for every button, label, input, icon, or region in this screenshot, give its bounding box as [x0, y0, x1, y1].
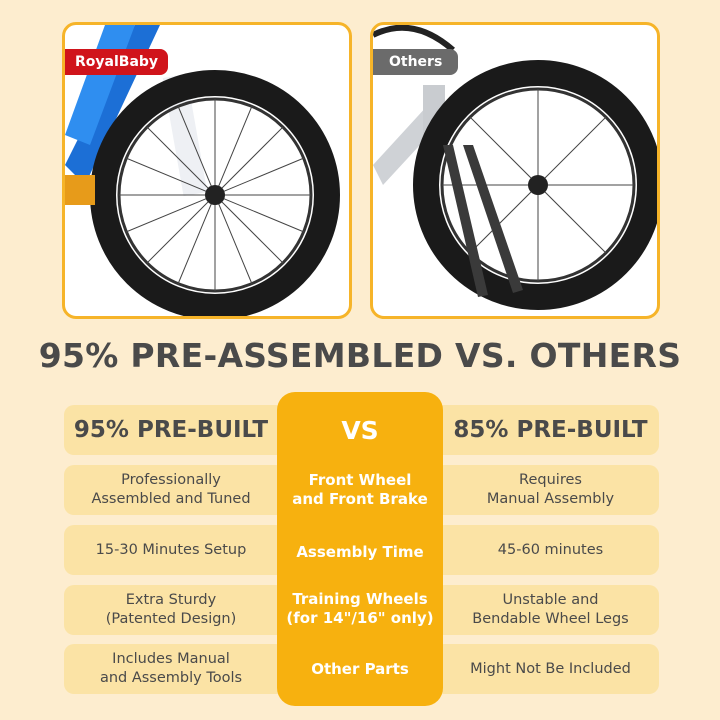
royalbaby-photo: RoyalBaby: [62, 22, 352, 319]
others-tag: Others: [373, 49, 459, 75]
right-cell: Requires Manual Assembly: [434, 465, 659, 515]
feature-label: Training Wheels (for 14"/16" only): [286, 590, 434, 627]
feature-label: Assembly Time: [296, 542, 424, 561]
vs-column: [277, 392, 443, 706]
left-cell: Professionally Assembled and Tuned: [64, 465, 286, 515]
right-cell: 45-60 minutes: [434, 525, 659, 575]
left-cell: 15-30 Minutes Setup: [64, 525, 286, 575]
left-cell: Includes Manual and Assembly Tools: [64, 644, 286, 694]
royalbaby-bike-wheel-image: [65, 25, 340, 316]
right-cell: Might Not Be Included: [434, 644, 659, 694]
right-cell: Unstable and Bendable Wheel Legs: [434, 585, 659, 635]
left-cell: Extra Sturdy (Patented Design): [64, 585, 286, 635]
others-bike-wheel-image: [373, 25, 657, 310]
page-title: 95% PRE-ASSEMBLED VS. OTHERS: [38, 336, 682, 375]
others-photo: Others: [370, 22, 660, 319]
feature-label: Front Wheel and Front Brake: [292, 471, 428, 508]
left-header: 95% PRE-BUILT: [64, 405, 286, 455]
feature-label: Other Parts: [311, 659, 409, 678]
vs-label: VS: [341, 415, 379, 445]
royalbaby-tag: RoyalBaby: [65, 49, 169, 75]
right-header: 85% PRE-BUILT: [434, 405, 659, 455]
